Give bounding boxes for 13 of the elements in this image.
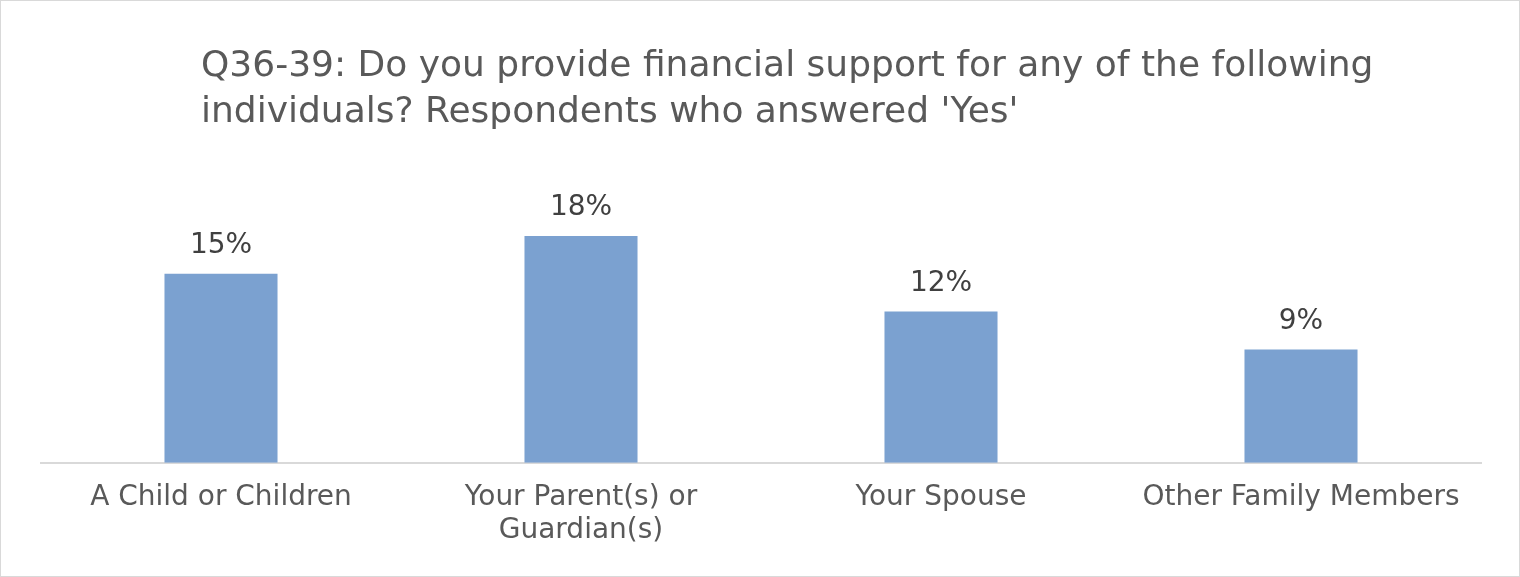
x-tick-label: Your Parent(s) or Guardian(s) xyxy=(463,478,698,546)
data-label: 15% xyxy=(189,227,253,261)
bar xyxy=(884,311,998,463)
data-label: 9% xyxy=(1278,302,1324,336)
x-tick-label: Your Spouse xyxy=(854,478,1027,512)
chart-title: Q36-39: Do you provide financial support for any of the following individuals? Respondents who answered 'Yes' xyxy=(201,42,1375,132)
bar xyxy=(164,273,278,463)
x-tick-label: A Child or Children xyxy=(90,478,352,512)
bar xyxy=(1244,349,1358,463)
x-tick-label: Other Family Members xyxy=(1142,478,1460,512)
data-label: 18% xyxy=(549,189,613,223)
bar xyxy=(524,236,638,463)
data-label: 12% xyxy=(909,264,973,298)
